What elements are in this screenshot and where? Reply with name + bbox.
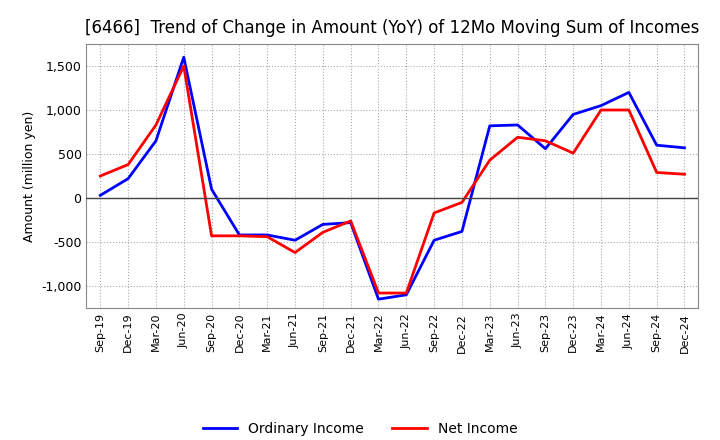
Net Income bbox=[124, 162, 132, 167]
Net Income bbox=[402, 290, 410, 296]
Legend: Ordinary Income, Net Income: Ordinary Income, Net Income bbox=[197, 417, 523, 440]
Ordinary Income bbox=[263, 232, 271, 238]
Net Income bbox=[458, 200, 467, 205]
Ordinary Income bbox=[179, 55, 188, 60]
Net Income bbox=[624, 107, 633, 113]
Ordinary Income bbox=[374, 297, 383, 302]
Title: [6466]  Trend of Change in Amount (YoY) of 12Mo Moving Sum of Incomes: [6466] Trend of Change in Amount (YoY) o… bbox=[85, 19, 700, 37]
Y-axis label: Amount (million yen): Amount (million yen) bbox=[22, 110, 35, 242]
Net Income bbox=[207, 233, 216, 238]
Ordinary Income bbox=[458, 229, 467, 234]
Net Income bbox=[541, 138, 550, 143]
Net Income bbox=[430, 210, 438, 216]
Ordinary Income bbox=[513, 122, 522, 128]
Ordinary Income bbox=[485, 123, 494, 128]
Net Income bbox=[680, 172, 689, 177]
Net Income bbox=[235, 233, 243, 238]
Ordinary Income bbox=[402, 292, 410, 297]
Net Income bbox=[179, 63, 188, 69]
Ordinary Income bbox=[207, 187, 216, 192]
Ordinary Income bbox=[597, 103, 606, 108]
Ordinary Income bbox=[652, 143, 661, 148]
Net Income bbox=[291, 250, 300, 255]
Net Income bbox=[569, 150, 577, 156]
Net Income bbox=[96, 173, 104, 179]
Net Income bbox=[263, 234, 271, 239]
Net Income bbox=[597, 107, 606, 113]
Ordinary Income bbox=[346, 220, 355, 225]
Net Income bbox=[152, 122, 161, 128]
Ordinary Income bbox=[569, 112, 577, 117]
Ordinary Income bbox=[96, 193, 104, 198]
Ordinary Income bbox=[124, 176, 132, 181]
Ordinary Income bbox=[291, 238, 300, 243]
Net Income bbox=[374, 290, 383, 296]
Net Income bbox=[318, 230, 327, 235]
Ordinary Income bbox=[624, 90, 633, 95]
Line: Net Income: Net Income bbox=[100, 66, 685, 293]
Net Income bbox=[652, 170, 661, 175]
Ordinary Income bbox=[235, 232, 243, 238]
Net Income bbox=[346, 218, 355, 224]
Net Income bbox=[485, 158, 494, 163]
Net Income bbox=[513, 135, 522, 140]
Ordinary Income bbox=[318, 222, 327, 227]
Ordinary Income bbox=[680, 145, 689, 150]
Ordinary Income bbox=[541, 146, 550, 151]
Ordinary Income bbox=[152, 138, 161, 143]
Ordinary Income bbox=[430, 238, 438, 243]
Line: Ordinary Income: Ordinary Income bbox=[100, 57, 685, 299]
